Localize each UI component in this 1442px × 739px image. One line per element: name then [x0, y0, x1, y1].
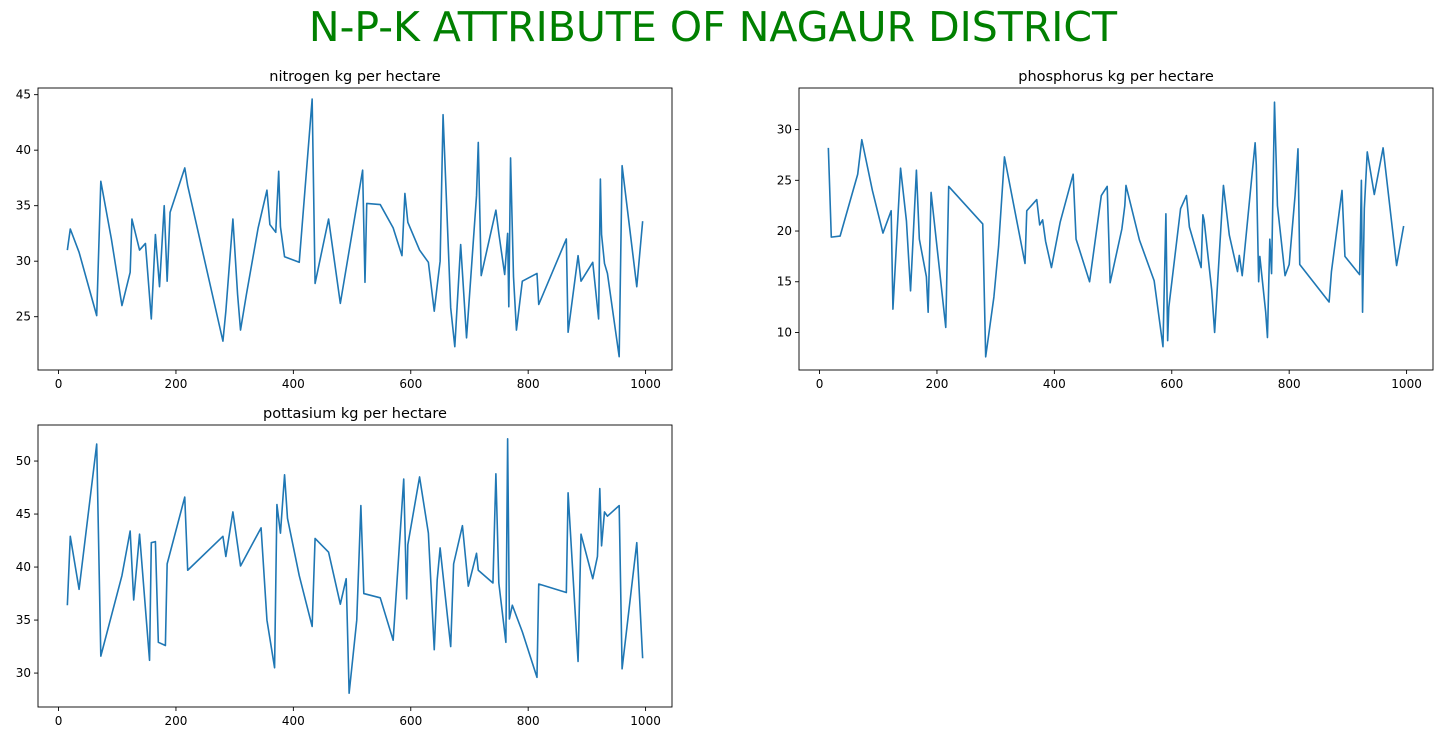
y-tick-label: 45 — [16, 507, 31, 521]
axes-frame — [798, 87, 1434, 371]
y-tick-label: 40 — [16, 143, 31, 157]
y-tick-label: 30 — [16, 254, 31, 268]
y-tick-label: 50 — [16, 454, 31, 468]
y-tick-label: 45 — [16, 88, 31, 102]
x-tick-label: 600 — [1160, 377, 1183, 391]
y-tick-label: 35 — [16, 613, 31, 627]
x-tick-label: 800 — [517, 377, 540, 391]
x-tick-label: 200 — [926, 377, 949, 391]
x-tick-label: 0 — [816, 377, 824, 391]
y-tick-label: 20 — [777, 224, 792, 238]
subplot-1: phosphorus kg per hectare 0 200 400 600 800 10… — [777, 69, 1434, 391]
y-tick-label: 30 — [777, 123, 792, 137]
subplot-0: nitrogen kg per hectare 0 200 400 600 800 1000… — [16, 69, 673, 391]
x-tick-label: 400 — [1043, 377, 1066, 391]
axes-frame — [37, 87, 673, 371]
y-tick-label: 15 — [777, 275, 792, 289]
series-line-0 — [66, 98, 644, 358]
x-tick-label: 0 — [55, 714, 63, 728]
y-tick-label: 10 — [777, 325, 792, 339]
series-line-0 — [66, 437, 644, 695]
x-tick-label: 1000 — [1391, 377, 1422, 391]
y-tick-label: 25 — [777, 173, 792, 187]
subplot-2: pottasium kg per hectare 0 200 400 600 800 100… — [16, 406, 673, 728]
x-tick-label: 200 — [165, 714, 188, 728]
y-tick-label: 25 — [16, 310, 31, 324]
x-tick-label: 1000 — [630, 714, 661, 728]
x-tick-label: 400 — [282, 714, 305, 728]
axes-frame — [37, 424, 673, 708]
subplot-title: nitrogen kg per hectare — [269, 69, 441, 85]
subplot-title: phosphorus kg per hectare — [1018, 69, 1214, 85]
y-tick-label: 35 — [16, 199, 31, 213]
subplot-title: pottasium kg per hectare — [263, 406, 447, 422]
x-tick-label: 200 — [165, 377, 188, 391]
y-tick-label: 30 — [16, 666, 31, 680]
figure-title: N-P-K ATTRIBUTE OF NAGAUR DISTRICT — [309, 3, 1118, 51]
x-tick-label: 0 — [55, 377, 63, 391]
x-tick-label: 600 — [399, 377, 422, 391]
x-tick-label: 1000 — [630, 377, 661, 391]
series-line-0 — [827, 101, 1405, 358]
y-tick-label: 40 — [16, 560, 31, 574]
x-tick-label: 800 — [1278, 377, 1301, 391]
x-tick-label: 400 — [282, 377, 305, 391]
x-tick-label: 800 — [517, 714, 540, 728]
x-tick-label: 600 — [399, 714, 422, 728]
